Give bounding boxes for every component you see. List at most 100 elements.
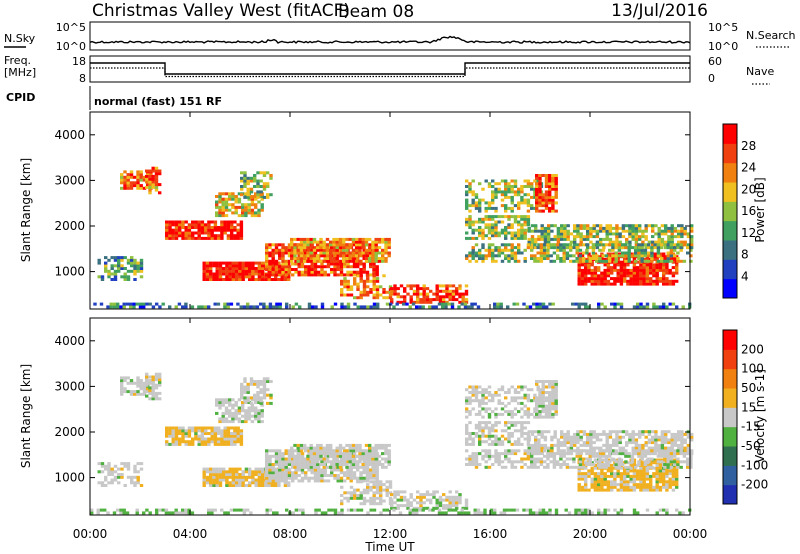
- heatmap-cell: [624, 251, 628, 255]
- heatmap-cell: [432, 495, 436, 499]
- heatmap-cell: [543, 254, 547, 258]
- heatmap-cell: [517, 440, 521, 444]
- heatmap-cell: [212, 261, 216, 265]
- nave-tick-top: 60: [708, 55, 722, 68]
- heatmap-cell: [257, 398, 261, 402]
- heatmap-cell: [471, 251, 475, 255]
- heatmap-cell: [148, 191, 152, 195]
- heatmap-cell: [231, 275, 236, 279]
- heatmap-cell: [228, 475, 232, 479]
- heatmap-cell: [530, 412, 534, 416]
- heatmap-cell: [197, 220, 201, 224]
- heatmap-cell: [385, 488, 389, 492]
- heatmap-cell: [418, 305, 422, 309]
- heatmap-cell: [340, 499, 344, 503]
- heatmap-cell: [356, 305, 360, 309]
- heatmap-cell: [530, 388, 534, 392]
- noise-right-tick-bottom: 10^0: [708, 40, 738, 53]
- heatmap-cell: [592, 441, 596, 445]
- heatmap-cell: [628, 229, 632, 233]
- heatmap-cell: [662, 508, 666, 512]
- heatmap-cell: [300, 479, 305, 483]
- heatmap-cell: [247, 406, 251, 410]
- heatmap-cell: [320, 270, 324, 274]
- heatmap-cell: [310, 471, 314, 475]
- heatmap-cell: [615, 229, 619, 233]
- heatmap-cell: [241, 278, 245, 281]
- heatmap-cell: [507, 231, 511, 235]
- heatmap-cell: [655, 263, 659, 267]
- heatmap-cell: [629, 271, 633, 275]
- heatmap-cell: [365, 479, 370, 483]
- heatmap-cell: [364, 240, 369, 244]
- heatmap-cell: [645, 483, 650, 487]
- heatmap-cell: [547, 235, 551, 239]
- heatmap-cell: [569, 254, 573, 258]
- heatmap-cell: [220, 220, 224, 224]
- heatmap-cell: [171, 223, 175, 227]
- heatmap-cell: [579, 443, 583, 447]
- heatmap-cell: [494, 190, 498, 194]
- heatmap-cell: [243, 174, 247, 177]
- heatmap-cell: [494, 209, 498, 213]
- heatmap-cell: [599, 240, 603, 244]
- heatmap-cell: [548, 187, 552, 191]
- heatmap-cell: [415, 511, 419, 515]
- heatmap-cell: [597, 508, 601, 512]
- heatmap-cell: [120, 181, 124, 185]
- heatmap-cell: [616, 260, 620, 264]
- heatmap-cell: [301, 511, 305, 515]
- heatmap-cell: [231, 261, 236, 265]
- heatmap-cell: [582, 224, 587, 228]
- heatmap-cell: [197, 236, 201, 240]
- heatmap-cell: [556, 257, 560, 260]
- heatmap-cell: [322, 246, 326, 250]
- heatmap-cell: [526, 432, 531, 435]
- heatmap-cell: [484, 206, 488, 210]
- noise-panel-frame: [89, 21, 691, 51]
- heatmap-cell: [181, 511, 185, 515]
- heatmap-cell: [665, 279, 669, 283]
- heatmap-cell: [638, 435, 642, 439]
- heatmap-cell: [554, 182, 558, 186]
- heatmap-cell: [593, 271, 598, 275]
- heatmap-cell: [120, 387, 124, 391]
- heatmap-cell: [496, 305, 500, 309]
- heatmap-cell: [465, 220, 469, 224]
- heatmap-cell: [683, 229, 687, 233]
- heatmap-cell: [637, 254, 641, 258]
- heatmap-cell: [268, 254, 272, 258]
- heatmap-cell: [100, 278, 105, 281]
- heatmap-cell: [513, 442, 518, 446]
- heatmap-cell: [257, 267, 262, 270]
- heatmap-cell: [358, 243, 362, 247]
- heatmap-cell: [487, 228, 492, 232]
- heatmap-cell: [591, 257, 596, 260]
- heatmap-cell: [325, 259, 330, 263]
- heatmap-cell: [623, 277, 627, 281]
- heatmap-cell: [377, 257, 382, 260]
- heatmap-cell: [123, 178, 127, 182]
- heatmap-cell: [184, 228, 188, 232]
- heatmap-cell: [448, 289, 452, 293]
- heatmap-cell: [104, 269, 108, 273]
- heatmap-cell: [585, 248, 589, 252]
- heatmap-cell: [556, 229, 561, 233]
- heatmap-cell: [645, 271, 650, 275]
- heatmap-cell: [339, 479, 344, 483]
- heatmap-cell: [657, 446, 661, 450]
- heatmap-cell: [409, 284, 413, 288]
- heatmap-cell: [523, 385, 527, 389]
- heatmap-cell: [191, 231, 195, 235]
- heatmap-cell: [662, 277, 666, 281]
- heatmap-cell: [291, 463, 295, 466]
- heatmap-cell: [385, 494, 389, 497]
- heatmap-cell: [213, 440, 218, 444]
- heatmap-cell: [647, 251, 651, 255]
- heatmap-cell: [589, 446, 593, 450]
- heatmap-cell: [639, 305, 643, 309]
- heatmap-cell: [530, 430, 535, 434]
- heatmap-cell: [584, 480, 588, 484]
- heatmap-cell: [385, 508, 390, 512]
- heatmap-cell: [392, 508, 396, 512]
